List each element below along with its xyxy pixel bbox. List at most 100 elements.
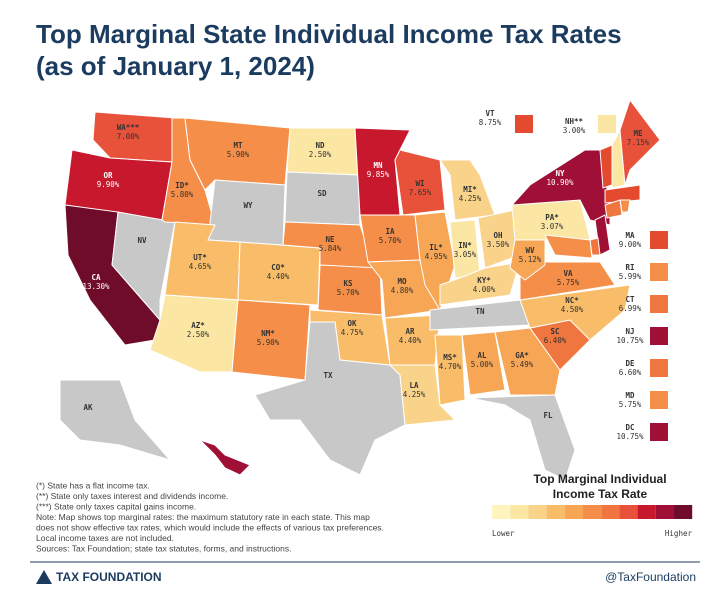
note-line: Sources: Tax Foundation; state tax statu… bbox=[36, 543, 291, 553]
state bbox=[207, 179, 286, 246]
state-abbr: TX bbox=[323, 371, 333, 380]
map: WA***7.00%OR9.90%CA13.30%NVID*5.80%MT5.9… bbox=[59, 98, 668, 481]
state-rate: 5.99% bbox=[619, 272, 642, 281]
state-rate: 3.50% bbox=[487, 240, 510, 249]
state-abbr: ID* bbox=[175, 181, 189, 190]
state bbox=[354, 127, 411, 216]
state-abbr: NV bbox=[137, 236, 147, 245]
state-rate: 10.90% bbox=[546, 178, 574, 187]
state-abbr: DE bbox=[625, 359, 635, 368]
state-abbr: CO* bbox=[271, 263, 285, 272]
state-abbr: AL bbox=[477, 351, 487, 360]
state-abbr: RI bbox=[625, 263, 634, 272]
state-abbr: MD bbox=[625, 391, 635, 400]
note-line: (*) State has a flat income tax. bbox=[36, 480, 150, 490]
state-rate: 5.75% bbox=[557, 278, 580, 287]
state-rate: 3.05% bbox=[454, 250, 477, 259]
legend-title: Top Marginal Individual bbox=[533, 472, 666, 486]
state-rate: 10.75% bbox=[616, 336, 644, 345]
state-abbr: CA bbox=[91, 273, 101, 282]
state-abbr: MA bbox=[625, 231, 635, 240]
state-rate: 13.30% bbox=[82, 282, 110, 291]
state bbox=[199, 439, 251, 476]
state-abbr: NE bbox=[325, 235, 335, 244]
state-rate: 6.99% bbox=[619, 304, 642, 313]
state-abbr: PA* bbox=[545, 213, 559, 222]
state-abbr: MT bbox=[233, 141, 243, 150]
state-rate: 4.70% bbox=[439, 362, 462, 371]
state-rate: 4.40% bbox=[399, 336, 422, 345]
logo-icon bbox=[36, 570, 52, 584]
state-abbr: NC* bbox=[565, 296, 579, 305]
state-abbr: KS bbox=[343, 279, 353, 288]
note-line: Note: Map shows top marginal rates: the … bbox=[36, 512, 370, 522]
legend-swatch bbox=[546, 505, 565, 519]
state bbox=[461, 331, 506, 396]
state-abbr: WA*** bbox=[117, 123, 140, 132]
state bbox=[59, 379, 172, 461]
note-line: Local income taxes are not included. bbox=[36, 533, 174, 543]
state-abbr: LA bbox=[409, 381, 419, 390]
state-rate: 7.00% bbox=[117, 132, 140, 141]
note-line: (***) State only taxes capital gains inc… bbox=[36, 501, 196, 511]
state-rate: 5.80% bbox=[171, 190, 194, 199]
state bbox=[367, 259, 441, 319]
legend-low: Lower bbox=[492, 529, 515, 538]
callout-swatch bbox=[598, 115, 616, 133]
state-abbr: OK bbox=[347, 319, 357, 328]
state-abbr: NH** bbox=[565, 117, 584, 126]
state-rate: 5.90% bbox=[227, 150, 250, 159]
legend-swatch bbox=[583, 505, 602, 519]
state-abbr: IA bbox=[385, 227, 395, 236]
state bbox=[604, 184, 641, 204]
legend-swatch bbox=[564, 505, 583, 519]
state-rate: 3.00% bbox=[563, 126, 586, 135]
state-abbr: CT bbox=[625, 295, 635, 304]
callout-swatch bbox=[515, 115, 533, 133]
footer-brand: TAX FOUNDATION bbox=[56, 570, 162, 584]
state-abbr: TN bbox=[475, 307, 485, 316]
state-abbr: MN bbox=[373, 161, 383, 170]
state bbox=[544, 234, 593, 259]
state-rate: 9.90% bbox=[97, 180, 120, 189]
state-abbr: NY bbox=[555, 169, 565, 178]
state-abbr: SD bbox=[317, 189, 327, 198]
state-abbr: WI bbox=[415, 179, 424, 188]
state-rate: 4.80% bbox=[391, 286, 414, 295]
state-abbr: OR bbox=[103, 171, 113, 180]
legend-swatch bbox=[637, 505, 656, 519]
state-rate: 4.40% bbox=[267, 272, 290, 281]
state-rate: 2.50% bbox=[309, 150, 332, 159]
state-rate: 8.75% bbox=[479, 118, 502, 127]
state-abbr: WV bbox=[525, 246, 535, 255]
state-rate: 9.85% bbox=[367, 170, 390, 179]
legend-swatch bbox=[655, 505, 674, 519]
state bbox=[434, 334, 466, 406]
state-abbr: HI bbox=[223, 421, 232, 430]
state bbox=[284, 171, 361, 226]
state-abbr: IL* bbox=[429, 243, 443, 252]
state-rate: 4.50% bbox=[561, 305, 584, 314]
legend-swatch bbox=[528, 505, 547, 519]
state bbox=[388, 364, 457, 426]
state-rate: 9.00% bbox=[619, 240, 642, 249]
state-rate: 11.00% bbox=[214, 430, 242, 439]
state-abbr: ND bbox=[315, 141, 325, 150]
state-abbr: MS* bbox=[443, 353, 457, 362]
state bbox=[510, 149, 611, 226]
state bbox=[469, 394, 576, 481]
state-abbr: AR bbox=[405, 327, 415, 336]
note-line: (**) State only taxes interest and divid… bbox=[36, 491, 228, 501]
footer-handle: @TaxFoundation bbox=[605, 570, 696, 584]
state-rate: 4.65% bbox=[189, 262, 212, 271]
legend-title: Income Tax Rate bbox=[553, 487, 648, 501]
state-rate: 7.15% bbox=[627, 138, 650, 147]
state bbox=[494, 327, 561, 396]
callout-swatch bbox=[650, 231, 668, 249]
legend-high: Higher bbox=[665, 529, 693, 538]
state-rate: 7.65% bbox=[409, 188, 432, 197]
state-rate: 6.40% bbox=[544, 336, 567, 345]
state bbox=[394, 149, 446, 216]
title-line: Top Marginal State Individual Income Tax… bbox=[36, 19, 622, 49]
